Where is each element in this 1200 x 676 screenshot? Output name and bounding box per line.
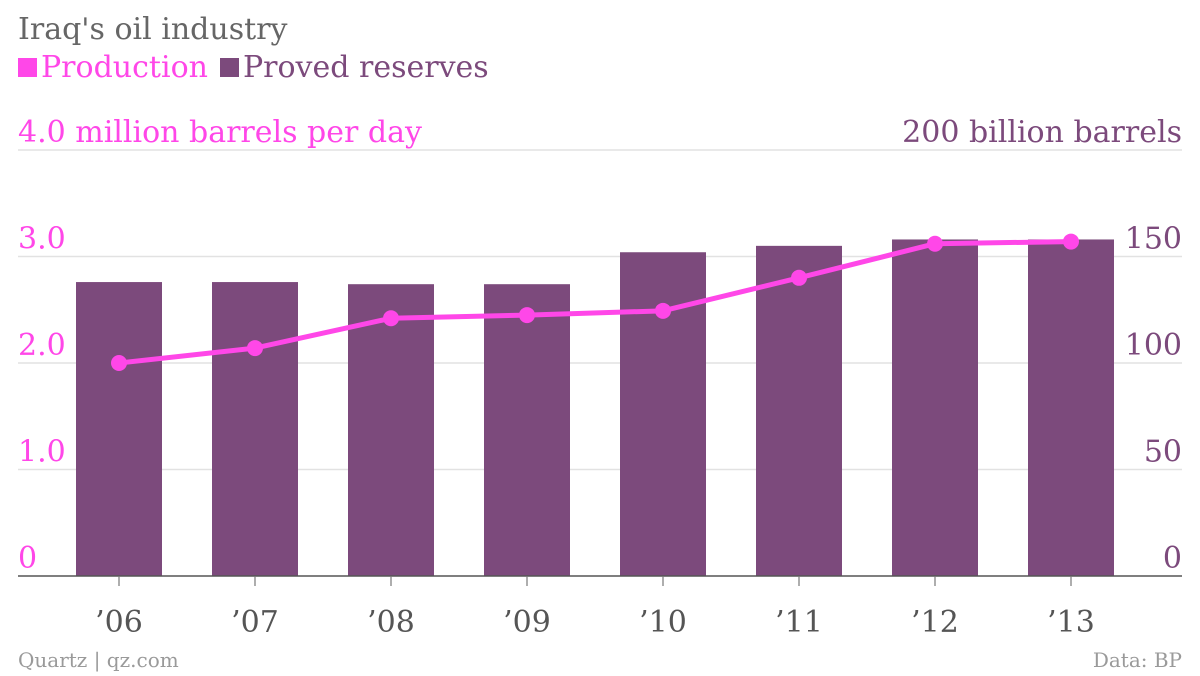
bar-proved-reserves bbox=[892, 239, 978, 576]
right-axis-title: 200 billion barrels bbox=[902, 115, 1182, 150]
left-axis-tick-label: 3.0 bbox=[18, 222, 66, 257]
right-axis-tick-label: 150 bbox=[1125, 222, 1182, 257]
legend-item-proved-reserves: Proved reserves bbox=[219, 50, 489, 85]
x-tick-label: ’09 bbox=[503, 605, 551, 640]
point-production bbox=[1063, 233, 1079, 250]
chart-title: Iraq's oil industry bbox=[18, 12, 288, 47]
footer-source: Data: BP bbox=[1092, 648, 1182, 672]
point-production bbox=[247, 340, 263, 357]
bar-proved-reserves bbox=[76, 282, 162, 576]
x-tick-label: ’08 bbox=[367, 605, 415, 640]
left-axis-tick-label: 1.0 bbox=[18, 435, 66, 470]
legend-item-production: Production bbox=[18, 50, 208, 85]
x-tick-label: ’10 bbox=[639, 605, 687, 640]
bar-proved-reserves bbox=[212, 282, 298, 576]
bar-proved-reserves bbox=[756, 245, 842, 576]
bar-proved-reserves bbox=[484, 284, 570, 576]
left-axis-title: 4.0 million barrels per day bbox=[18, 115, 422, 150]
right-axis-tick-label: 50 bbox=[1144, 435, 1182, 470]
x-tick-label: ’11 bbox=[775, 605, 823, 640]
x-tick-label: ’12 bbox=[911, 605, 959, 640]
bar-proved-reserves bbox=[1028, 239, 1114, 576]
point-production bbox=[383, 310, 399, 327]
bar-proved-reserves bbox=[620, 252, 706, 577]
legend: Production Proved reserves bbox=[18, 50, 489, 85]
point-production bbox=[791, 269, 807, 286]
x-tick-label: ’13 bbox=[1047, 605, 1095, 640]
point-production bbox=[111, 355, 127, 371]
right-axis-tick-label: 100 bbox=[1125, 328, 1182, 363]
legend-swatch-proved-reserves bbox=[219, 58, 239, 77]
point-production bbox=[519, 307, 535, 324]
x-tick-label: ’06 bbox=[95, 605, 143, 640]
legend-label-proved-reserves: Proved reserves bbox=[242, 50, 489, 85]
footer-credit: Quartz | qz.com bbox=[18, 648, 179, 672]
left-axis-tick-label: 0 bbox=[18, 541, 37, 576]
right-axis-tick-label: 0 bbox=[1163, 541, 1182, 576]
point-production bbox=[927, 235, 943, 252]
legend-swatch-production bbox=[18, 58, 37, 77]
bar-proved-reserves bbox=[348, 284, 434, 576]
line-production bbox=[116, 239, 1074, 366]
legend-label-production: Production bbox=[41, 50, 208, 85]
point-production bbox=[655, 302, 671, 319]
left-axis-tick-label: 2.0 bbox=[18, 328, 66, 363]
x-tick-label: ’07 bbox=[231, 605, 279, 640]
